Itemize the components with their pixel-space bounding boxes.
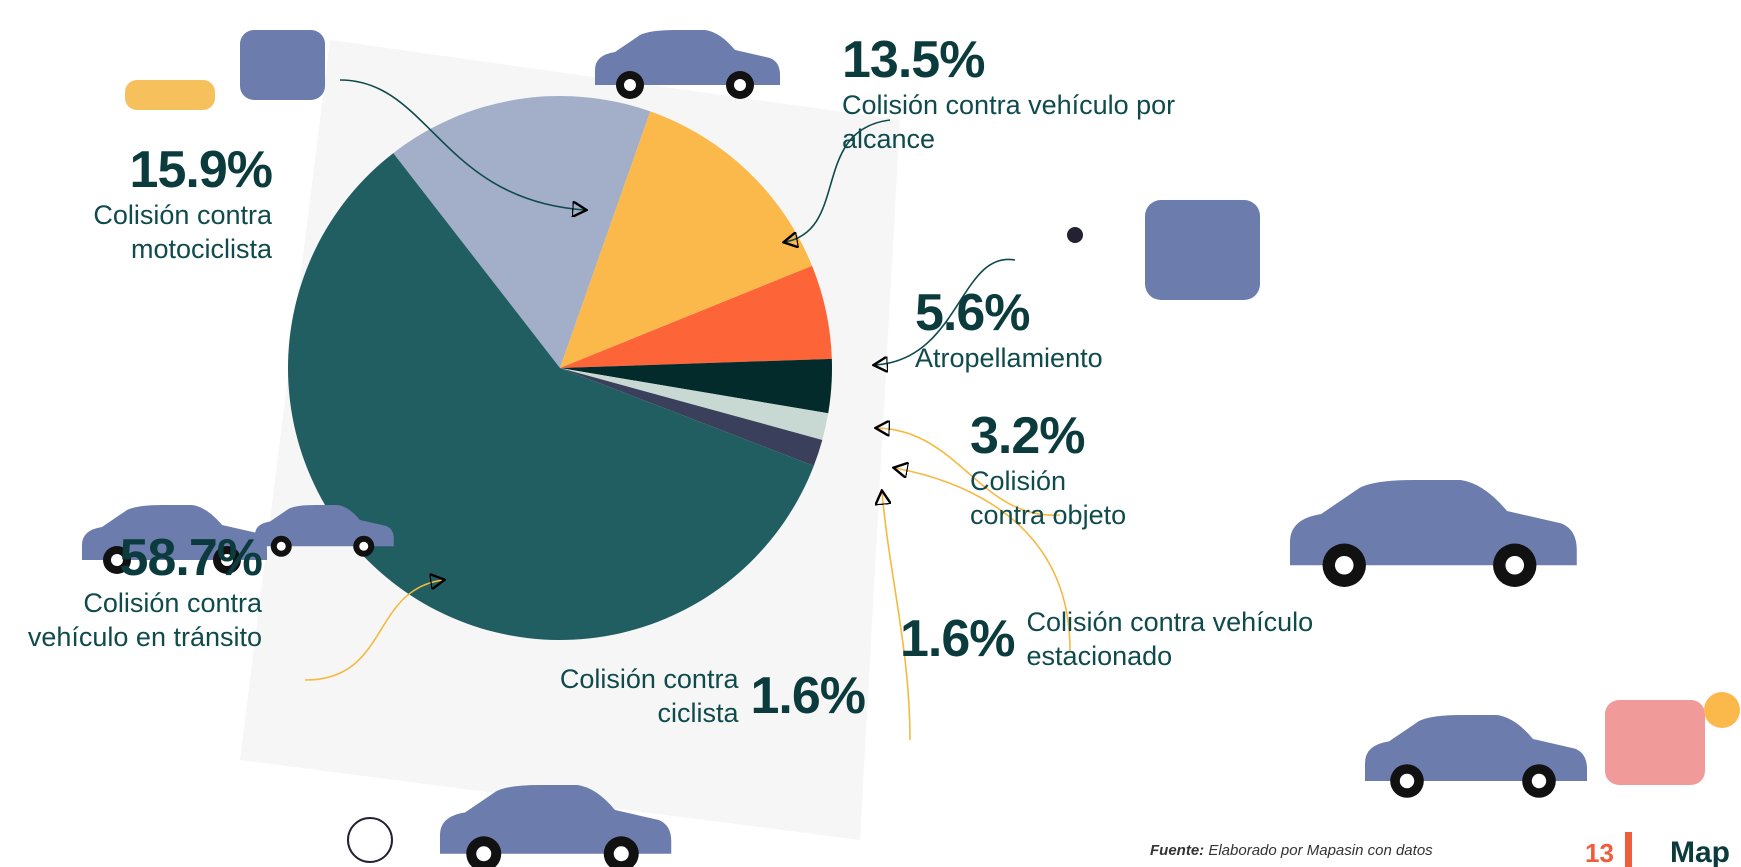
icons [82,30,1740,867]
brand: Map [1670,836,1730,867]
slice-label: 5.6% Atropellamiento [915,285,1215,375]
category-label: Colisión contra vehículo por alcance [842,90,1176,154]
value-label: 1.6% [750,667,866,725]
divider [1625,832,1632,867]
category-label: Colisión contra objeto [970,466,1127,530]
pie-slice [560,368,823,466]
slice-label: 3.2% Colisión contra objeto [970,408,1142,532]
category-label: Colisión contra vehículo estacionado [1026,607,1314,671]
pie-slice [560,358,832,414]
page-number: 13 [1585,838,1614,867]
value-label: 3.2% [970,407,1086,465]
slice-label: 58.7% Colisión contra vehículo en tránsit… [0,529,263,654]
slice-label: 1.6% Colisión contra vehículo estacionado [900,605,1360,673]
value-label: 13.5% [842,31,985,89]
category-label: Colisión contra vehículo en tránsito [27,588,262,652]
value-label: 15.9% [129,141,273,199]
value-label: 1.6% [900,610,1016,668]
pie-slice [560,265,832,368]
pie-slice [560,111,813,368]
category-label: Atropellamiento [915,343,1103,373]
value-label: 5.6% [915,284,1031,342]
slice-label: 15.9% Colisión contra motociclista [10,141,273,266]
source-text: Elaborado por Mapasin con datos [1208,842,1433,859]
arrows [304,79,1071,741]
category-label: Colisión contra motociclista [93,200,272,264]
category-label: Colisión contra ciclista [559,664,739,728]
value-label: 58.7% [119,529,263,587]
pie-slice [560,368,829,440]
source-label: Fuente: [1150,842,1205,859]
source: Fuente: Elaborado por Mapasin con datos [1150,842,1433,859]
pie-slice [288,153,814,640]
slice-label: 13.5% Colisión contra vehículo por alcanc… [842,32,1182,156]
slice-label: Colisión contra ciclista 1.6% [520,662,866,730]
pie-slice [393,96,651,369]
